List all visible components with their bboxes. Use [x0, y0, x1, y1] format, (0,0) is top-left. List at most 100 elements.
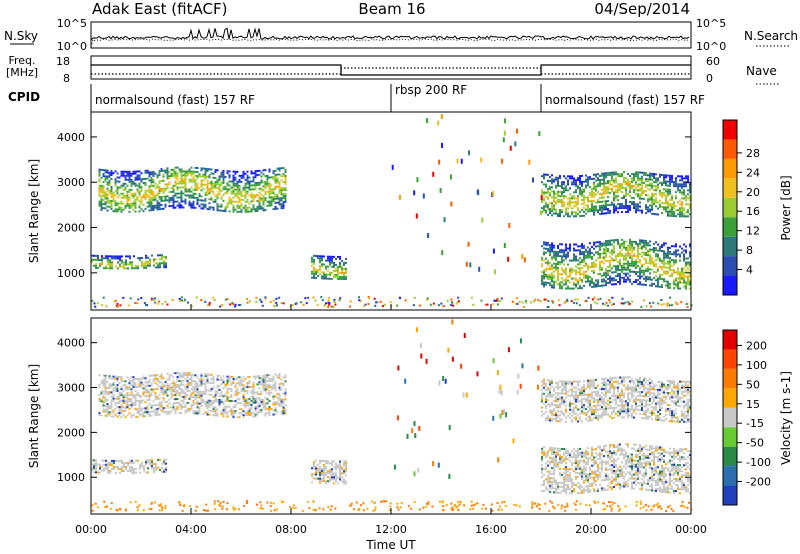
heat-cell — [210, 172, 213, 175]
heat-cell — [565, 207, 567, 210]
heat-cell — [549, 246, 551, 249]
heat-cell — [623, 268, 625, 271]
heat-cell — [274, 201, 277, 204]
heat-cell — [148, 384, 151, 387]
heat-cell — [547, 205, 549, 208]
heat-cell — [109, 265, 111, 268]
heat-cell — [252, 387, 255, 390]
heat-cell — [106, 393, 109, 396]
heat-cell — [129, 469, 131, 472]
heat-cell — [335, 468, 337, 471]
heat-cell — [613, 207, 615, 210]
heat-cell — [228, 198, 231, 201]
heat-cell — [665, 208, 667, 211]
heat-cell — [343, 275, 345, 278]
heat-cell — [595, 193, 597, 196]
heat-cell — [655, 265, 657, 268]
heat-cell — [98, 394, 101, 397]
heat-cell — [236, 416, 239, 419]
heat-cell — [264, 175, 267, 178]
heat-cell — [105, 305, 108, 308]
heat-cell — [152, 388, 155, 391]
heat-cell — [132, 200, 135, 203]
heat-cell — [276, 403, 279, 406]
heat-cell — [260, 181, 263, 184]
heat-cell — [325, 480, 327, 483]
heat-cell — [190, 392, 193, 395]
heat-cell — [569, 269, 571, 272]
heat-cell — [687, 275, 689, 278]
heat-cell — [150, 189, 153, 192]
heat-cell — [613, 241, 615, 244]
heat-cell — [345, 480, 347, 483]
heat-cell — [681, 207, 683, 210]
heat-cell — [619, 250, 621, 253]
heat-cell — [601, 206, 603, 209]
heat-cell — [106, 175, 109, 178]
heat-cell — [130, 206, 133, 209]
heat-cell — [115, 465, 117, 468]
heat-cell — [110, 171, 113, 174]
heat-cell — [631, 240, 633, 243]
heat-cell — [659, 189, 661, 192]
heat-cell — [150, 191, 153, 194]
heat-cell — [667, 262, 669, 265]
heat-cell — [627, 182, 629, 185]
heat-cell — [669, 204, 671, 207]
heat-cell — [561, 249, 563, 252]
heat-cell — [333, 273, 335, 276]
heat-cell — [311, 272, 313, 275]
heat-cell — [549, 250, 551, 253]
heat-cell — [559, 287, 561, 290]
heat-cell — [641, 197, 643, 200]
heat-cell — [134, 396, 137, 399]
heat-cell — [595, 245, 597, 248]
heat-cell — [671, 176, 673, 179]
heat-cell — [168, 201, 171, 204]
heat-cell — [571, 181, 573, 184]
heat-cell — [617, 242, 619, 245]
heat-cell — [172, 174, 175, 177]
heat-cell — [206, 192, 209, 195]
heat-cell — [152, 190, 155, 193]
heat-cell — [625, 256, 627, 259]
heat-cell — [335, 275, 337, 278]
heat-cell — [661, 173, 663, 176]
heat-cell — [146, 169, 149, 172]
heat-cell — [547, 191, 549, 194]
heat-cell — [635, 193, 637, 196]
heat-cell — [337, 482, 339, 485]
heat-cell — [633, 203, 635, 206]
heat-cell — [553, 206, 555, 209]
heat-cell — [649, 278, 651, 281]
heat-cell — [641, 181, 643, 184]
heat-cell — [276, 195, 279, 198]
heat-cell — [671, 253, 673, 256]
heat-cell — [637, 175, 639, 178]
heat-cell — [643, 253, 645, 256]
heat-cell — [629, 274, 631, 277]
heat-cell — [627, 250, 629, 253]
heat-cell — [681, 213, 683, 216]
heat-cell — [274, 381, 277, 384]
heat-cell — [142, 415, 145, 418]
heat-cell — [337, 277, 339, 280]
heat-cell — [331, 476, 333, 479]
heat-cell — [150, 297, 153, 300]
heat-cell — [188, 401, 191, 404]
heat-cell — [212, 388, 215, 391]
heat-cell — [236, 196, 239, 199]
heat-cell — [104, 179, 107, 182]
heat-cell — [144, 385, 147, 388]
heat-cell — [212, 190, 215, 193]
heat-cell — [192, 202, 195, 205]
heat-cell — [184, 200, 187, 203]
heat-cell — [110, 201, 113, 204]
heat-cell — [178, 182, 181, 185]
heat-cell — [118, 180, 121, 183]
heat-cell — [671, 275, 673, 278]
heat-cell — [591, 209, 593, 212]
heat-cell — [130, 414, 133, 417]
heat-cell — [136, 188, 139, 191]
heat-cell — [258, 195, 261, 198]
